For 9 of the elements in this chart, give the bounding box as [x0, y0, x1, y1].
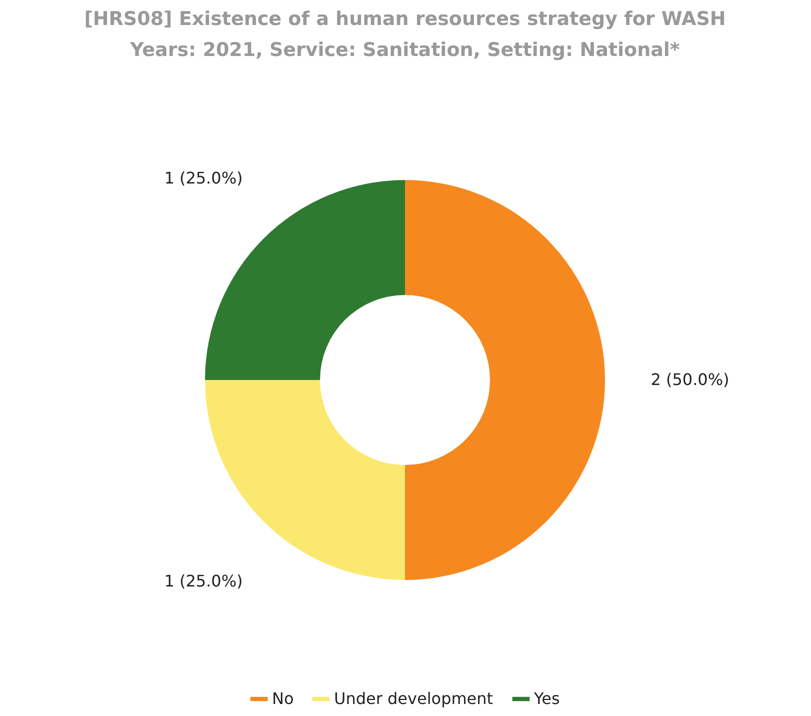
legend-label: Yes — [533, 689, 560, 708]
legend-label: Under development — [334, 689, 494, 708]
data-label: 1 (25.0%) — [164, 572, 243, 591]
chart-subtitle: Years: 2021, Service: Sanitation, Setting: National* — [129, 39, 680, 61]
legend-label: No — [272, 689, 294, 708]
data-label: 2 (50.0%) — [650, 370, 730, 389]
data-label: 1 (25.0%) — [164, 168, 243, 188]
chart-title: [HRS08] Existence of a human resources strategy for WASH — [84, 8, 726, 30]
donut-slice — [405, 180, 605, 580]
